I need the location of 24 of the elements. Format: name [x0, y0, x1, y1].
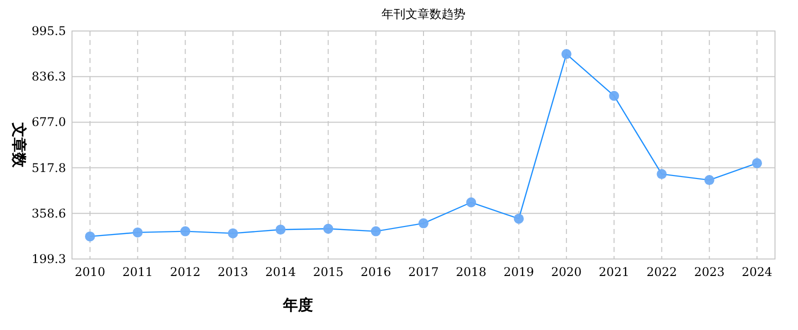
x-tick-label: 2024 — [742, 265, 773, 279]
y-tick-label: 995.5 — [32, 24, 66, 38]
x-tick-label: 2019 — [504, 265, 534, 279]
chart-title: 年刊文章数趋势 — [382, 7, 466, 21]
y-tick-label: 199.3 — [32, 252, 66, 266]
x-tick-label: 2012 — [170, 265, 201, 279]
x-tick-label: 2015 — [312, 265, 344, 279]
x-axis-title: 年度 — [282, 296, 313, 314]
y-tick-label: 517.8 — [32, 160, 66, 175]
x-tick-label: 2021 — [598, 265, 630, 279]
x-tick-label: 2016 — [360, 265, 392, 279]
x-tick-label: 2023 — [694, 265, 725, 279]
y-tick-label: 836.3 — [32, 70, 66, 84]
y-tick-label: 358.6 — [32, 206, 66, 220]
x-tick-label: 2011 — [122, 265, 153, 279]
x-tick-label: 2013 — [218, 265, 248, 279]
x-tick-label: 2017 — [408, 265, 439, 279]
x-tick-label: 2014 — [265, 265, 296, 279]
x-tick-label: 2020 — [551, 265, 582, 279]
y-axis-title: 文章数 — [10, 122, 28, 168]
y-tick-label: 677.0 — [32, 115, 66, 130]
x-tick-label: 2022 — [646, 265, 677, 279]
x-tick-label: 2010 — [74, 265, 106, 279]
x-tick-label: 2018 — [456, 265, 486, 279]
